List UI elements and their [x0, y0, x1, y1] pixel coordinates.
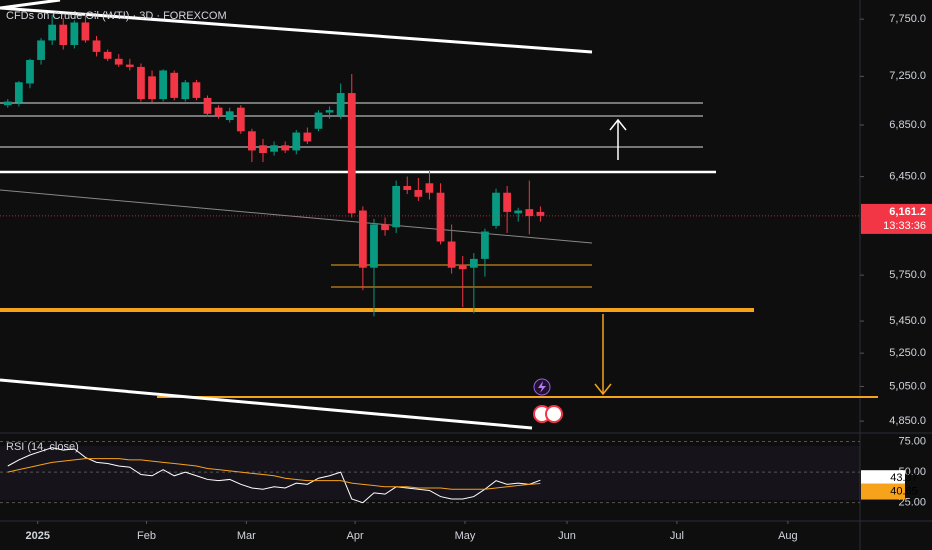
- x-tick-label: Aug: [778, 530, 798, 542]
- candle-body: [103, 51, 112, 59]
- arrow-head: [609, 118, 627, 131]
- candle-body: [225, 111, 234, 121]
- y-tick-label: 7,750.0: [889, 13, 926, 25]
- candle-body: [436, 192, 445, 242]
- rsi-value-label: 43.37: [890, 472, 918, 484]
- candle-body: [503, 192, 512, 212]
- candle-body: [281, 145, 290, 151]
- rsi-value-tag: [861, 483, 905, 500]
- y-tick-label: 7,250.0: [889, 70, 926, 82]
- candle-body: [525, 209, 534, 217]
- candle-body: [125, 64, 134, 67]
- y-tick-label: 4,850.0: [889, 415, 926, 427]
- candle-body: [181, 82, 190, 100]
- candle-body: [3, 101, 12, 106]
- trend-line: [0, 189, 593, 244]
- candle-body: [303, 132, 312, 142]
- candle-body: [370, 224, 378, 268]
- rsi-tick-label: 50.00: [898, 466, 926, 478]
- rsi-value-tag: [861, 470, 905, 487]
- candle-body: [414, 190, 423, 197]
- candle-body: [336, 93, 345, 116]
- candle-body: [236, 107, 245, 132]
- candle-body: [81, 22, 90, 41]
- candle-body: [59, 24, 68, 45]
- candle-body: [325, 110, 334, 113]
- candle-body: [14, 82, 23, 103]
- x-tick-label: Jun: [558, 530, 576, 542]
- candle-body: [37, 40, 45, 60]
- candle-body: [148, 76, 156, 100]
- x-tick-label: Feb: [137, 530, 156, 542]
- candle-body: [392, 185, 401, 228]
- last-price-label: 6,161.2: [889, 206, 926, 218]
- candle-body: [203, 97, 212, 114]
- candle-body: [214, 107, 223, 116]
- x-tick-label: Jul: [670, 530, 684, 542]
- candle-body: [248, 131, 256, 151]
- trend-line: [0, 378, 533, 430]
- candle-body: [137, 66, 145, 100]
- candle-body: [514, 210, 523, 214]
- flag-icon[interactable]: [545, 405, 563, 423]
- y-tick-label: 5,750.0: [889, 269, 926, 281]
- candle-body: [26, 59, 34, 84]
- chart-title: CFDs on Crude Oil (WTI) · 3D · FOREXCOM: [6, 10, 227, 22]
- candle-body: [347, 93, 356, 214]
- candle-body: [492, 192, 500, 226]
- candle-body: [292, 132, 301, 151]
- candle-body: [170, 72, 179, 98]
- candle-body: [536, 211, 545, 216]
- rsi-band: [0, 446, 860, 500]
- trend-line: [0, 0, 61, 10]
- candle-body: [458, 264, 467, 270]
- countdown: 13:33:36: [883, 220, 926, 232]
- y-tick-label: 5,250.0: [889, 347, 926, 359]
- candle-body: [481, 231, 489, 259]
- candle-body: [314, 112, 323, 129]
- x-tick-label: May: [455, 530, 476, 542]
- x-tick-label: Apr: [347, 530, 364, 542]
- rsi-value-label: 40.65: [890, 485, 918, 497]
- last-price-tag: [861, 203, 932, 234]
- y-tick-label: 5,450.0: [889, 315, 926, 327]
- y-tick-label: 6,850.0: [889, 119, 926, 131]
- candle-body: [469, 258, 478, 268]
- candle-body: [447, 241, 456, 268]
- candle-body: [70, 22, 79, 45]
- candle-body: [381, 224, 389, 231]
- trend-line: [0, 6, 593, 54]
- arrow-head: [594, 383, 612, 396]
- rsi-line: [7, 458, 541, 490]
- rsi-tick-label: 75.00: [898, 435, 926, 447]
- y-tick-label: 6,450.0: [889, 171, 926, 183]
- candle-body: [403, 185, 412, 191]
- x-tick-label: 2025: [25, 530, 49, 542]
- rsi-line: [7, 447, 541, 504]
- rsi-tick-label: 25.00: [898, 497, 926, 509]
- y-tick-label: 5,050.0: [889, 380, 926, 392]
- candle-body: [114, 58, 123, 65]
- candle-body: [192, 82, 201, 98]
- candle-body: [159, 70, 168, 100]
- candle-body: [48, 24, 57, 41]
- x-tick-label: Mar: [237, 530, 256, 542]
- candle-body: [358, 210, 367, 268]
- candle-body: [92, 40, 101, 52]
- lightning-icon: [538, 381, 546, 393]
- candle-body: [270, 145, 278, 152]
- candle-body: [259, 145, 267, 154]
- candle-body: [425, 183, 434, 193]
